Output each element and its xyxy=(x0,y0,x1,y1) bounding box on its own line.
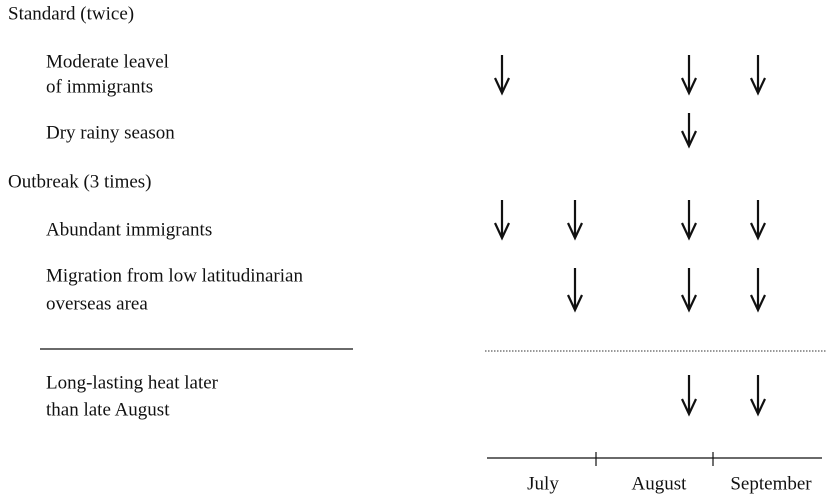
row-label: of immigrants xyxy=(46,76,153,97)
row-label: Abundant immigrants xyxy=(46,219,212,240)
section-title: Outbreak (3 times) xyxy=(8,171,152,192)
row-label: than late August xyxy=(46,399,170,420)
row-label: Moderate leavel xyxy=(46,51,169,72)
month-label: July xyxy=(527,473,559,494)
row-label: Long-lasting heat later xyxy=(46,372,219,393)
month-label: August xyxy=(632,473,688,494)
row-label: Migration from low latitudinarian xyxy=(46,265,303,286)
arrows xyxy=(494,55,766,417)
month-label: September xyxy=(730,473,812,494)
section-title: Standard (twice) xyxy=(8,3,134,24)
row-label: overseas area xyxy=(46,293,148,314)
row-label: Dry rainy season xyxy=(46,122,175,143)
